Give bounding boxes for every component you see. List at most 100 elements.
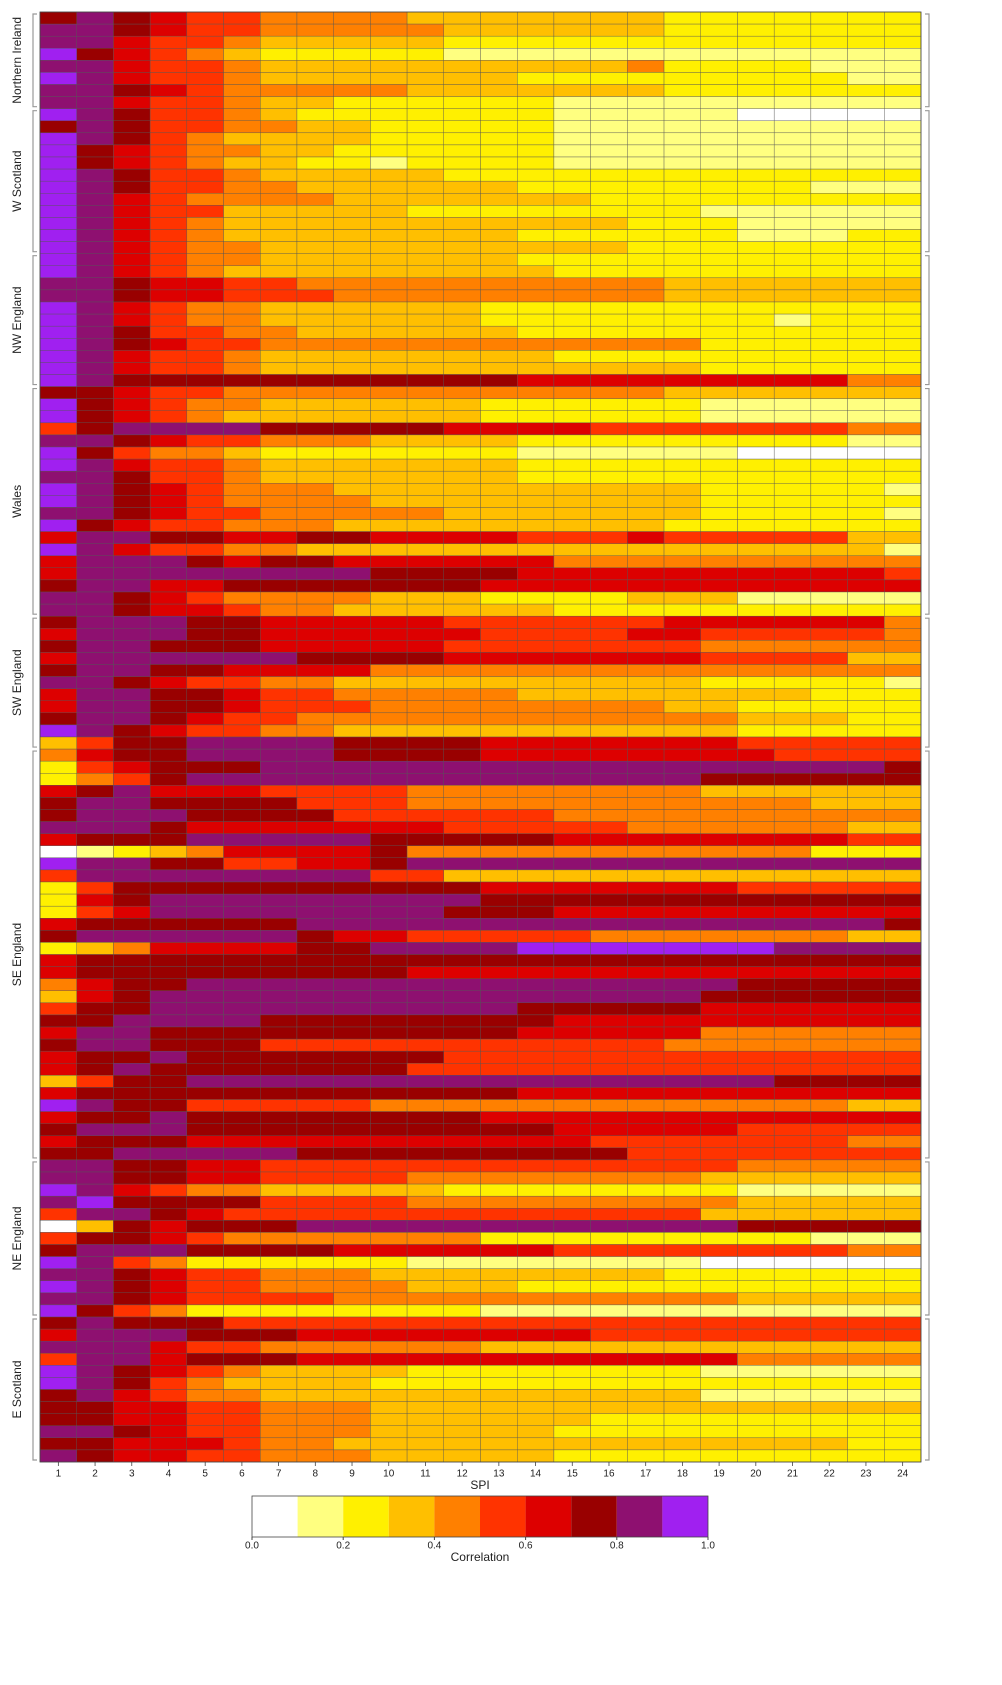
heatmap-cell	[260, 495, 298, 508]
heatmap-cell	[149, 1328, 188, 1342]
heatmap-cell	[810, 1183, 848, 1197]
heatmap-cell	[884, 821, 922, 834]
heatmap-cell	[810, 519, 848, 532]
heatmap-cell	[517, 325, 555, 339]
heatmap-cell	[480, 628, 518, 641]
heatmap-cell	[773, 229, 812, 242]
heatmap-cell	[480, 193, 518, 206]
heatmap-cell	[590, 1256, 628, 1269]
heatmap-cell	[443, 193, 481, 206]
heatmap-cell	[517, 120, 555, 134]
heatmap-cell	[76, 1304, 114, 1318]
heatmap-cell	[737, 483, 775, 496]
heatmap-cell	[186, 277, 224, 291]
heatmap-cell	[847, 978, 885, 991]
heatmap-cell	[113, 253, 151, 266]
heatmap-cell	[113, 905, 151, 919]
heatmap-cell	[260, 543, 298, 556]
heatmap-cell	[296, 217, 334, 230]
heatmap-cell	[517, 1256, 555, 1269]
heatmap-cell	[480, 603, 518, 617]
heatmap-cell	[406, 386, 444, 399]
heatmap-cell	[737, 1437, 775, 1451]
heatmap-cell	[553, 1050, 591, 1064]
heatmap-cell	[517, 168, 555, 182]
heatmap-cell	[260, 446, 298, 460]
heatmap-cell	[773, 990, 812, 1004]
heatmap-cell	[260, 736, 298, 750]
heatmap-cell	[333, 1244, 371, 1257]
heatmap-cell	[884, 664, 922, 677]
heatmap-cell	[113, 603, 151, 617]
heatmap-cell	[737, 676, 775, 689]
heatmap-cell	[773, 23, 812, 37]
heatmap-cell	[149, 760, 188, 774]
heatmap-cell	[553, 857, 591, 871]
heatmap-cell	[517, 1026, 555, 1040]
heatmap-cell	[884, 785, 922, 798]
heatmap-cell	[590, 615, 628, 629]
heatmap-cell	[296, 676, 334, 689]
heatmap-cell	[663, 1220, 701, 1233]
heatmap-cell	[553, 736, 591, 750]
heatmap-cell	[39, 1195, 77, 1209]
heatmap-cell	[370, 410, 408, 424]
heatmap-cell	[773, 1171, 812, 1185]
heatmap-cell	[443, 1340, 481, 1354]
heatmap-cell	[113, 289, 151, 303]
heatmap-cell	[884, 833, 922, 846]
heatmap-cell	[406, 676, 444, 689]
heatmap-cell	[406, 301, 444, 315]
heatmap-cell	[223, 265, 261, 279]
heatmap-cell	[76, 628, 114, 641]
heatmap-cell	[480, 253, 518, 266]
heatmap-cell	[149, 350, 188, 363]
x-tick-label: 21	[787, 1469, 799, 1480]
heatmap-cell	[39, 724, 77, 738]
heatmap-cell	[296, 664, 334, 677]
heatmap-cell	[39, 120, 77, 134]
heatmap-cell	[370, 132, 408, 146]
heatmap-cell	[296, 241, 334, 254]
heatmap-cell	[223, 809, 261, 822]
heatmap-cell	[700, 72, 738, 85]
heatmap-cell	[810, 48, 848, 61]
heatmap-cell	[186, 1099, 224, 1112]
heatmap-cell	[406, 652, 444, 665]
heatmap-cell	[223, 96, 261, 109]
heatmap-cell	[847, 1365, 885, 1378]
heatmap-cell	[406, 1014, 444, 1028]
heatmap-cell	[737, 11, 775, 25]
heatmap-cell	[553, 1111, 591, 1124]
heatmap-cell	[663, 809, 701, 822]
heatmap-cell	[590, 265, 628, 279]
heatmap-cell	[223, 821, 261, 834]
heatmap-cell	[333, 918, 371, 931]
heatmap-cell	[773, 797, 812, 810]
heatmap-cell	[370, 1389, 408, 1402]
heatmap-cell	[223, 736, 261, 750]
heatmap-cell	[370, 1099, 408, 1112]
heatmap-cell	[663, 1377, 701, 1390]
heatmap-cell	[149, 1099, 188, 1112]
heatmap-cell	[517, 144, 555, 158]
heatmap-cell	[296, 1220, 334, 1233]
heatmap-cell	[884, 579, 922, 593]
heatmap-cell	[333, 1280, 371, 1294]
heatmap-cell	[590, 736, 628, 750]
heatmap-cell	[296, 168, 334, 182]
heatmap-cell	[39, 1063, 77, 1076]
heatmap-cell	[113, 990, 151, 1004]
heatmap-cell	[480, 1183, 518, 1197]
heatmap-cell	[333, 1038, 371, 1052]
heatmap-cell	[296, 1401, 334, 1414]
colorbar-swatch	[525, 1496, 572, 1537]
heatmap-cell	[223, 507, 261, 520]
heatmap-cell	[663, 96, 701, 109]
heatmap-cell	[810, 1280, 848, 1294]
heatmap-cell	[700, 1183, 738, 1197]
heatmap-cell	[186, 193, 224, 206]
heatmap-cell	[186, 821, 224, 834]
heatmap-cell	[627, 434, 665, 448]
heatmap-cell	[627, 1353, 665, 1366]
